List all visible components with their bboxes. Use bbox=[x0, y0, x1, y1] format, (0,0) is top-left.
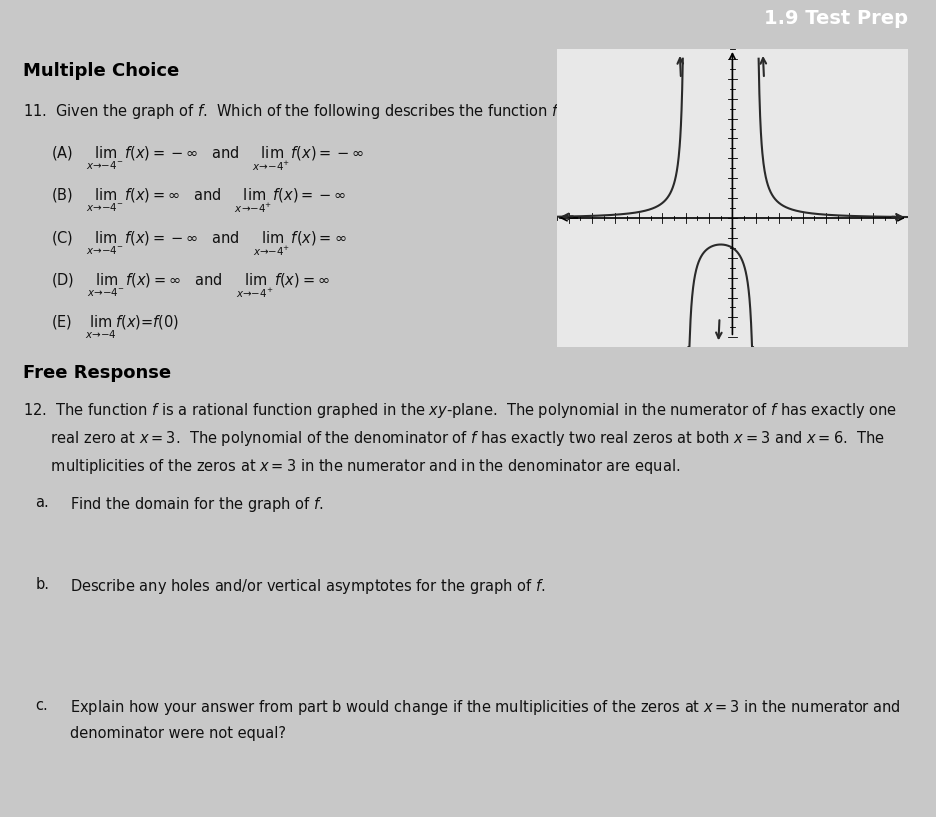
Text: Describe any holes and/or vertical asymptotes for the graph of $f$.: Describe any holes and/or vertical asymp… bbox=[70, 577, 546, 596]
Text: Find the domain for the graph of $f$.: Find the domain for the graph of $f$. bbox=[70, 495, 324, 514]
Text: 1.9 Test Prep: 1.9 Test Prep bbox=[764, 9, 908, 28]
Text: b.: b. bbox=[36, 577, 50, 592]
Text: (C)   $\lim_{x\to -4^-} f(x) = -\infty$   and   $\lim_{x\to -4^+} f(x) = \infty$: (C) $\lim_{x\to -4^-} f(x) = -\infty$ an… bbox=[51, 230, 347, 257]
Text: (E)   $\lim_{x\to -4} f(x) = f(0)$: (E) $\lim_{x\to -4} f(x) = f(0)$ bbox=[51, 314, 180, 341]
Text: 11.  Given the graph of $f$.  Which of the following describes the function $f$?: 11. Given the graph of $f$. Which of the… bbox=[23, 102, 566, 121]
Text: a.: a. bbox=[36, 495, 50, 510]
Text: Free Response: Free Response bbox=[23, 364, 171, 382]
Text: real zero at $x = 3$.  The polynomial of the denominator of $f$ has exactly two : real zero at $x = 3$. The polynomial of … bbox=[23, 429, 885, 449]
Text: multiplicities of the zeros at $x = 3$ in the numerator and in the denominator a: multiplicities of the zeros at $x = 3$ i… bbox=[23, 458, 680, 476]
Text: denominator were not equal?: denominator were not equal? bbox=[70, 725, 286, 741]
Text: c.: c. bbox=[36, 698, 49, 712]
Text: (A)   $\lim_{x\to -4^-} f(x) = -\infty$   and   $\lim_{x\to -4^+} f(x) = -\infty: (A) $\lim_{x\to -4^-} f(x) = -\infty$ an… bbox=[51, 145, 365, 173]
Text: 12.  The function $f$ is a rational function graphed in the $xy$-plane.  The pol: 12. The function $f$ is a rational funct… bbox=[23, 401, 898, 420]
Text: Explain how your answer from part b would change if the multiplicities of the ze: Explain how your answer from part b woul… bbox=[70, 698, 901, 717]
Text: (B)   $\lim_{x\to -4^-} f(x) = \infty$   and   $\lim_{x\to -4^+} f(x) = -\infty$: (B) $\lim_{x\to -4^-} f(x) = \infty$ and… bbox=[51, 187, 347, 216]
Text: (D)   $\lim_{x\to -4^-} f(x) = \infty$   and   $\lim_{x\to -4^+} f(x) = \infty$: (D) $\lim_{x\to -4^-} f(x) = \infty$ and… bbox=[51, 271, 330, 300]
Text: Multiple Choice: Multiple Choice bbox=[23, 62, 180, 80]
